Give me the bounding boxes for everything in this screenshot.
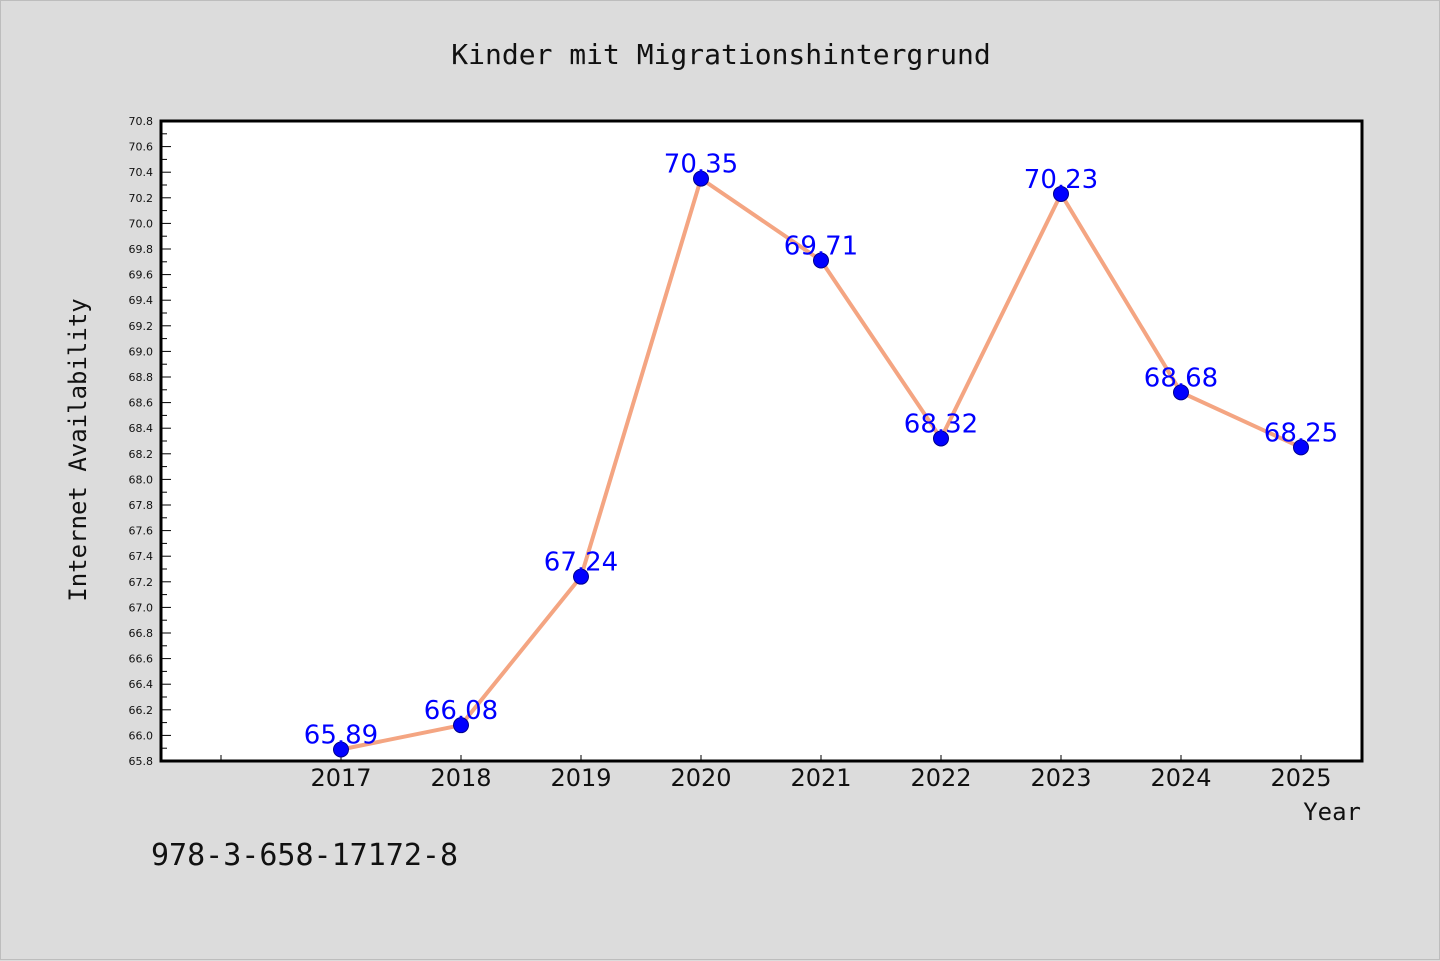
y-axis-ticks: 65.8 66.0 66.2 66.4 66.6 66.8 67.0 67.2 67.4 67.6…	[129, 115, 171, 768]
data-label: 70.35	[664, 150, 738, 180]
y-tick-label: 66.4	[129, 678, 154, 691]
y-tick-label: 69.6	[129, 269, 154, 282]
data-point	[1173, 384, 1189, 401]
data-point	[333, 741, 349, 758]
data-point	[573, 568, 589, 585]
y-tick-label: 70.8	[129, 115, 154, 128]
data-point	[693, 170, 709, 187]
x-tick-label: 2018	[430, 764, 491, 792]
data-label: 68.32	[904, 409, 978, 439]
y-tick-label: 66.8	[129, 627, 154, 640]
y-tick-label: 68.0	[129, 473, 154, 486]
data-label: 68.68	[1144, 363, 1218, 393]
y-tick-label: 67.8	[129, 499, 154, 512]
x-axis-ticks: 2017 2018 2019 2020 2021 2022 2023 2024 2025	[220, 755, 1332, 792]
y-tick-label: 69.2	[129, 320, 154, 333]
y-tick-label: 67.0	[129, 601, 154, 614]
y-tick-label: 69.0	[129, 345, 154, 358]
y-tick-label: 70.0	[129, 217, 154, 230]
y-tick-label: 68.6	[129, 397, 154, 410]
data-label: 67.24	[544, 548, 618, 578]
data-point	[1053, 185, 1069, 202]
y-tick-label: 65.8	[129, 755, 154, 768]
x-axis-label: Year	[1303, 798, 1361, 826]
x-tick-label: 2020	[670, 764, 731, 792]
data-label: 65.89	[304, 720, 378, 750]
y-tick-label: 68.2	[129, 448, 154, 461]
x-tick-label: 2024	[1150, 764, 1211, 792]
y-tick-label: 66.6	[129, 653, 154, 666]
x-tick-label: 2025	[1270, 764, 1331, 792]
data-labels: 65.89 66.08 67.24 70.35 69.71 68.32 70.23 68.68…	[304, 150, 1338, 751]
y-tick-label: 70.2	[129, 192, 154, 205]
y-tick-label: 67.4	[129, 550, 154, 563]
x-tick-label: 2017	[310, 764, 371, 792]
y-tick-label: 68.4	[129, 422, 154, 435]
data-label: 66.08	[424, 696, 498, 726]
x-tick-label: 2019	[550, 764, 611, 792]
y-tick-label: 67.6	[129, 525, 154, 538]
y-tick-label: 70.4	[129, 166, 154, 179]
data-point	[1293, 439, 1309, 456]
y-tick-label: 69.4	[129, 294, 154, 307]
x-tick-label: 2023	[1030, 764, 1091, 792]
data-label: 68.25	[1264, 418, 1338, 448]
data-label: 69.71	[784, 232, 858, 262]
y-tick-label: 66.2	[129, 704, 154, 717]
data-markers	[333, 170, 1309, 758]
x-tick-label: 2022	[910, 764, 971, 792]
data-point	[813, 252, 829, 269]
y-tick-label: 69.8	[129, 243, 154, 256]
data-label: 70.23	[1024, 165, 1098, 195]
y-axis-label: Internet Availability	[64, 298, 92, 601]
y-tick-label: 66.0	[129, 729, 154, 742]
isbn-text: 978-3-658-17172-8	[151, 838, 458, 873]
x-tick-label: 2021	[790, 764, 851, 792]
y-tick-label: 70.6	[129, 141, 154, 154]
y-tick-label: 67.2	[129, 576, 154, 589]
chart-title: Kinder mit Migrationshintergrund	[451, 38, 990, 71]
y-tick-label: 68.8	[129, 371, 154, 384]
data-point	[933, 430, 949, 447]
plot-area	[159, 119, 1364, 763]
data-point	[453, 717, 469, 734]
